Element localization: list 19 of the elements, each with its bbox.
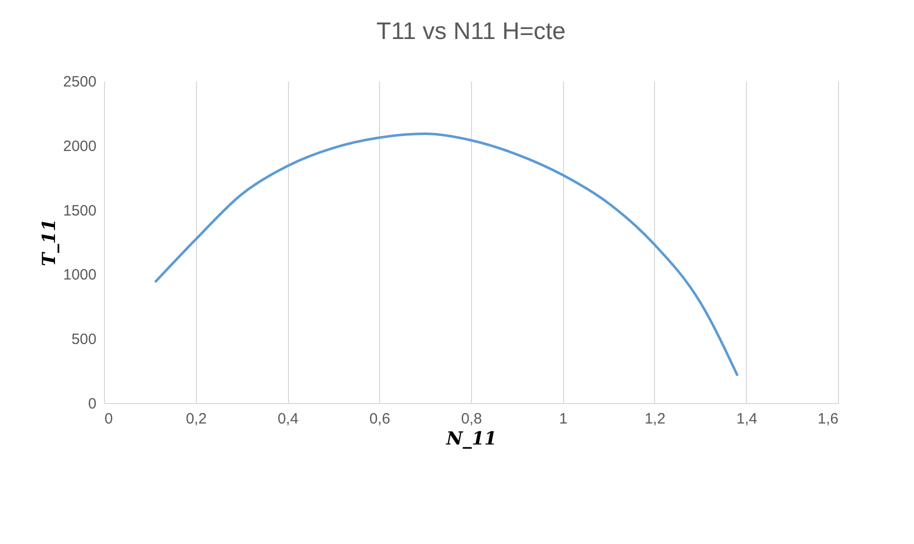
x-tick-label: 0,4 — [278, 410, 298, 428]
y-tick-label: 2000 — [63, 138, 96, 155]
x-axis-title: N_11 — [445, 428, 497, 450]
x-tick-label: 0,6 — [369, 410, 390, 428]
y-tick-label: 2500 — [63, 74, 96, 90]
x-tick-label: 0,8 — [461, 410, 482, 428]
x-tick-label: 0,2 — [186, 410, 207, 428]
chart-title: T11 vs N11 H=cte — [376, 18, 566, 45]
x-tick-label: 1 — [559, 410, 568, 428]
y-tick-label: 500 — [71, 331, 96, 348]
y-tick-label: 1000 — [63, 266, 96, 284]
y-tick-label: 1500 — [63, 202, 96, 220]
x-tick-label: 1,6 — [818, 410, 838, 428]
x-tick-label: 1,4 — [736, 410, 758, 428]
x-tick-label: 1,2 — [644, 410, 666, 428]
y-axis-title: T_11 — [39, 218, 60, 266]
y-tick-label: 0 — [88, 396, 96, 412]
x-tick-label: 0 — [104, 410, 113, 428]
line-series — [154, 132, 738, 376]
